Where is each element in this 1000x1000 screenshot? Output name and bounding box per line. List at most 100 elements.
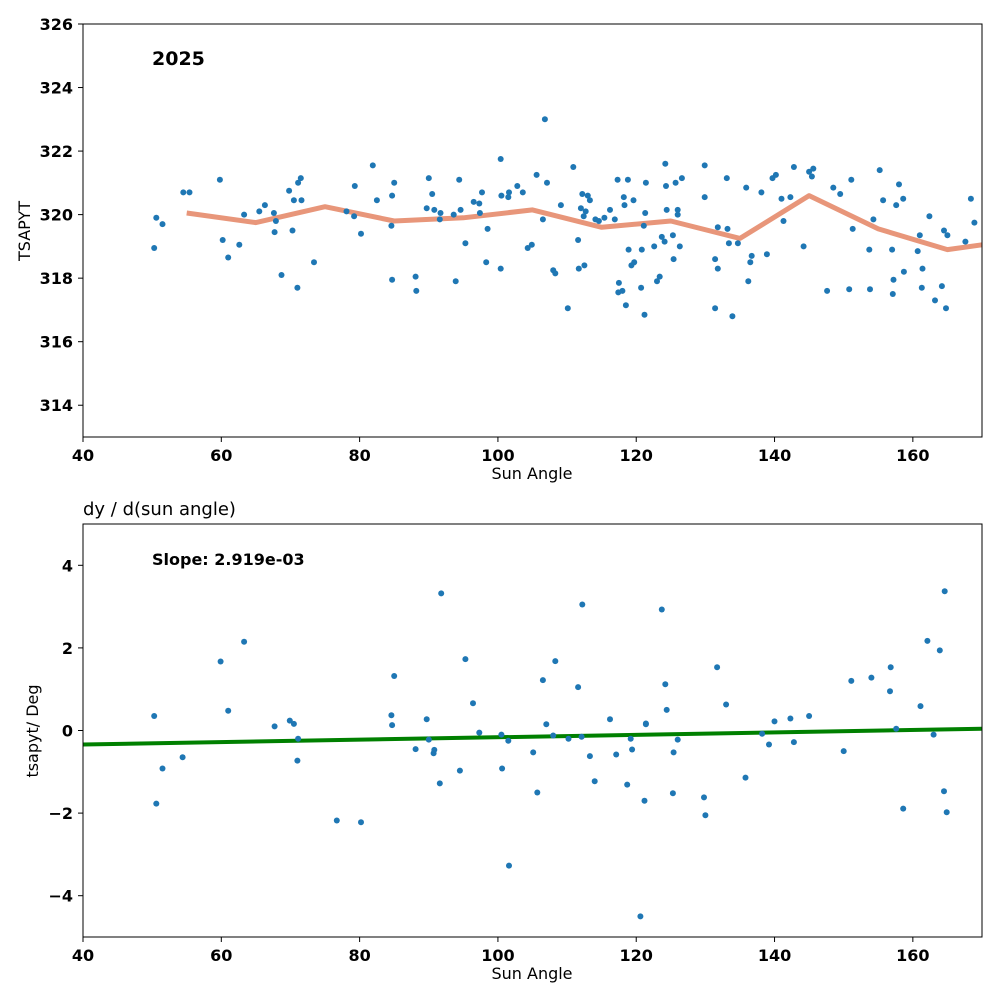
data-point [539,677,546,684]
data-point [663,706,670,713]
y-tick-label: 316 [40,333,73,352]
data-point [651,243,658,250]
data-point [607,206,613,213]
data-point [714,265,721,272]
data-point [358,819,364,826]
scatter-layer [151,588,950,920]
data-point [425,175,432,182]
x-tick-label: 80 [348,446,370,465]
data-point [670,256,677,263]
data-point [438,590,445,597]
data-point [294,757,301,764]
data-point [620,194,627,201]
data-point [506,862,512,869]
data-point [236,241,243,248]
data-point [662,160,669,167]
data-point [747,259,754,266]
data-point [565,735,572,742]
data-point [225,707,232,714]
data-point [674,206,681,213]
regression-line-layer [82,726,983,747]
data-point [624,781,631,788]
data-point [601,214,608,221]
x-axis-ticks: 40 60 80 100 120 140 160 [72,437,930,465]
data-point [641,311,648,318]
data-point [580,213,587,220]
data-point [412,273,419,280]
data-point [290,720,297,727]
data-point [497,265,504,272]
data-point [462,240,469,247]
data-point [586,197,593,204]
x-axis-label: Sun Angle [491,464,572,483]
data-point [413,287,420,294]
data-point [286,717,293,724]
data-point [519,189,526,196]
data-point [295,179,302,186]
data-point [790,164,797,170]
data-point [900,195,907,202]
data-point [941,588,948,595]
data-point [505,737,512,744]
data-point [758,189,765,196]
y-tick-label: 320 [40,206,73,225]
y-tick-label: 4 [62,556,73,575]
data-point [619,287,626,294]
y-axis-label: tsapyt/ Deg [23,684,42,777]
data-point [241,211,248,218]
data-point [870,216,877,223]
data-point [678,175,685,182]
data-point [373,197,380,204]
trend-line-layer [186,193,983,253]
scatter-layer [151,116,978,320]
data-point [790,739,797,746]
data-point [725,240,732,247]
data-point [498,731,505,738]
data-point [151,245,158,251]
data-point [918,284,925,291]
data-point [479,189,485,196]
data-point [557,202,564,209]
data-point [943,809,950,816]
moving-average-line [186,193,983,253]
data-point [849,225,856,232]
data-point [476,729,483,736]
data-point [714,224,721,231]
data-point [701,794,707,801]
data-point [457,206,464,213]
data-point [534,789,541,796]
data-point [456,767,463,774]
data-point [389,276,396,283]
y-tick-label: −4 [48,887,73,906]
data-point [887,688,893,695]
data-point [787,715,794,722]
x-tick-label: 60 [210,946,232,965]
data-point [311,259,317,266]
y-tick-label: 2 [62,639,73,658]
data-point [729,313,736,320]
y-tick-label: 326 [40,15,73,34]
data-point [723,175,730,182]
y-axis-ticks: 314 316 318 320 322 324 326 [40,15,83,415]
data-point [967,195,974,202]
data-point [772,171,779,178]
slope-annotation: Slope: 2.919e-03 [152,550,305,569]
data-point [505,194,512,201]
data-point [270,210,277,216]
data-point [900,268,907,275]
data-point [452,278,459,285]
x-tick-label: 80 [348,946,370,965]
data-point [476,200,483,207]
data-point [971,219,978,226]
data-point [748,252,755,259]
data-point [241,638,248,645]
data-point [941,227,947,234]
data-point [674,211,681,218]
data-point [629,746,636,753]
data-point [369,162,376,169]
data-point [868,674,875,681]
data-point [388,712,395,719]
data-point [289,227,296,234]
data-point [701,194,708,201]
data-point [724,225,731,232]
